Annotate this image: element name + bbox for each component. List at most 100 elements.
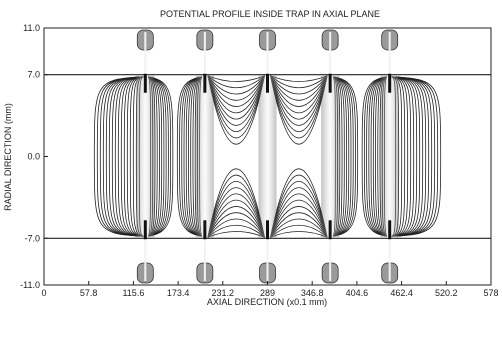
contour-lens-left [148,76,169,237]
contour-lens-left [333,76,350,237]
contour-left [129,76,144,237]
contour-lens-right [375,76,387,237]
contour-cap-top [207,75,265,107]
contour-right [391,76,427,237]
contour-cap-top [270,75,328,145]
contour-lens-left [333,76,359,237]
x-tick-label: 520.2 [435,288,458,298]
contour-left [114,76,144,237]
contour-lens-right [183,76,202,237]
contour-lens-left [148,76,172,237]
electrodes [136,29,399,284]
contour-right [391,76,439,237]
contour-lens-left [333,76,347,237]
contour-cap-top [207,75,265,114]
x-tick-label: 289 [260,288,275,298]
contour-cap-bottom [207,199,265,238]
contour-cap-bottom [270,174,328,238]
contour-cap-top [207,75,265,139]
contour-lens-right [179,76,202,237]
contour-lens-left [333,76,352,237]
contour-right [391,76,424,237]
contour-right [391,76,430,237]
y-tick-label: -11.0 [20,280,40,290]
contour-cap-bottom [207,174,265,238]
contour-lens-left [148,76,160,237]
contour-left [102,76,144,237]
electrode-gap-band [321,75,340,238]
contour-lens-left [148,76,167,237]
contour-right [391,76,418,237]
contour-right [391,76,412,237]
contour-left [123,76,144,237]
contour-lens-right [368,76,387,237]
electrode-gap-band [258,75,277,238]
contour-lens-right [370,76,387,237]
y-tick-label: -7.0 [24,233,40,243]
contour-left [117,76,144,237]
y-axis-ticks: 11.0 7.0 0.0 -7.0 -11.0 [20,23,48,290]
contour-lens-right [372,76,387,237]
contour-cap-bottom [207,187,265,238]
contour-right [391,76,415,237]
contour-lens-left [148,76,165,237]
contour-lens-right [181,76,202,237]
contour-right [391,76,433,237]
contour-lens-right [188,76,202,237]
contour-cap-bottom [207,231,265,238]
electrode-gap-band [195,75,214,238]
contour-left [105,76,144,237]
x-tick-label: 57.8 [80,288,98,298]
electrode-gap-band [380,75,399,238]
contour-left [99,76,144,237]
contour-cap-top [270,75,328,126]
contour-right [391,76,409,237]
contour-left [126,76,144,237]
chart-title: POTENTIAL PROFILE INSIDE TRAP IN AXIAL P… [160,9,380,19]
contour-cap-top [270,75,328,82]
contour-lens-left [333,76,354,237]
x-tick-label: 231.2 [212,288,235,298]
y-tick-label: 7.0 [27,70,40,80]
contour-left [93,76,144,237]
contour-cap-top [207,75,265,133]
contour-cap-bottom [270,206,328,238]
x-tick-label: 115.6 [122,288,144,298]
x-tick-label: 346.8 [301,288,324,298]
contour-lens-right [366,76,387,237]
contour-cap-bottom [270,168,328,238]
contour-cap-top [207,75,265,145]
contour-left [120,76,144,237]
contour-cap-top [270,75,328,114]
contour-lens-left [148,76,174,237]
contour-left [111,76,144,237]
y-tick-label: 11.0 [23,23,40,33]
contour-cap-top [270,75,328,120]
contour-cap-bottom [270,187,328,238]
y-axis-label: RADIAL DIRECTION (mm) [3,103,13,211]
contour-lens-left [148,76,163,237]
x-tick-label: 173.4 [167,288,190,298]
contour-left [96,76,144,237]
x-tick-label: 404.6 [346,288,369,298]
x-tick-label: 462.4 [390,288,413,298]
contour-cap-top [270,75,328,133]
contour-cap-bottom [270,199,328,238]
contour-cap-bottom [207,206,265,238]
x-tick-label: 578 [483,288,498,298]
x-axis-ticks: 0 57.8 115.6 173.4 231.2 289 346.8 404.6 462.4 52… [41,281,499,298]
contour-right [391,76,436,237]
contour-right [391,76,421,237]
contour-cap-bottom [207,168,265,238]
contour-cap-top [207,75,265,120]
contour-cap-top [270,75,328,139]
contour-cap-bottom [207,193,265,238]
contour-lens-right [185,76,202,237]
contour-lens-right [363,76,387,237]
electrode-gap-band [136,75,155,238]
contour-cap-bottom [270,193,328,238]
contour-right [391,76,442,237]
x-tick-label: 0 [41,288,46,298]
